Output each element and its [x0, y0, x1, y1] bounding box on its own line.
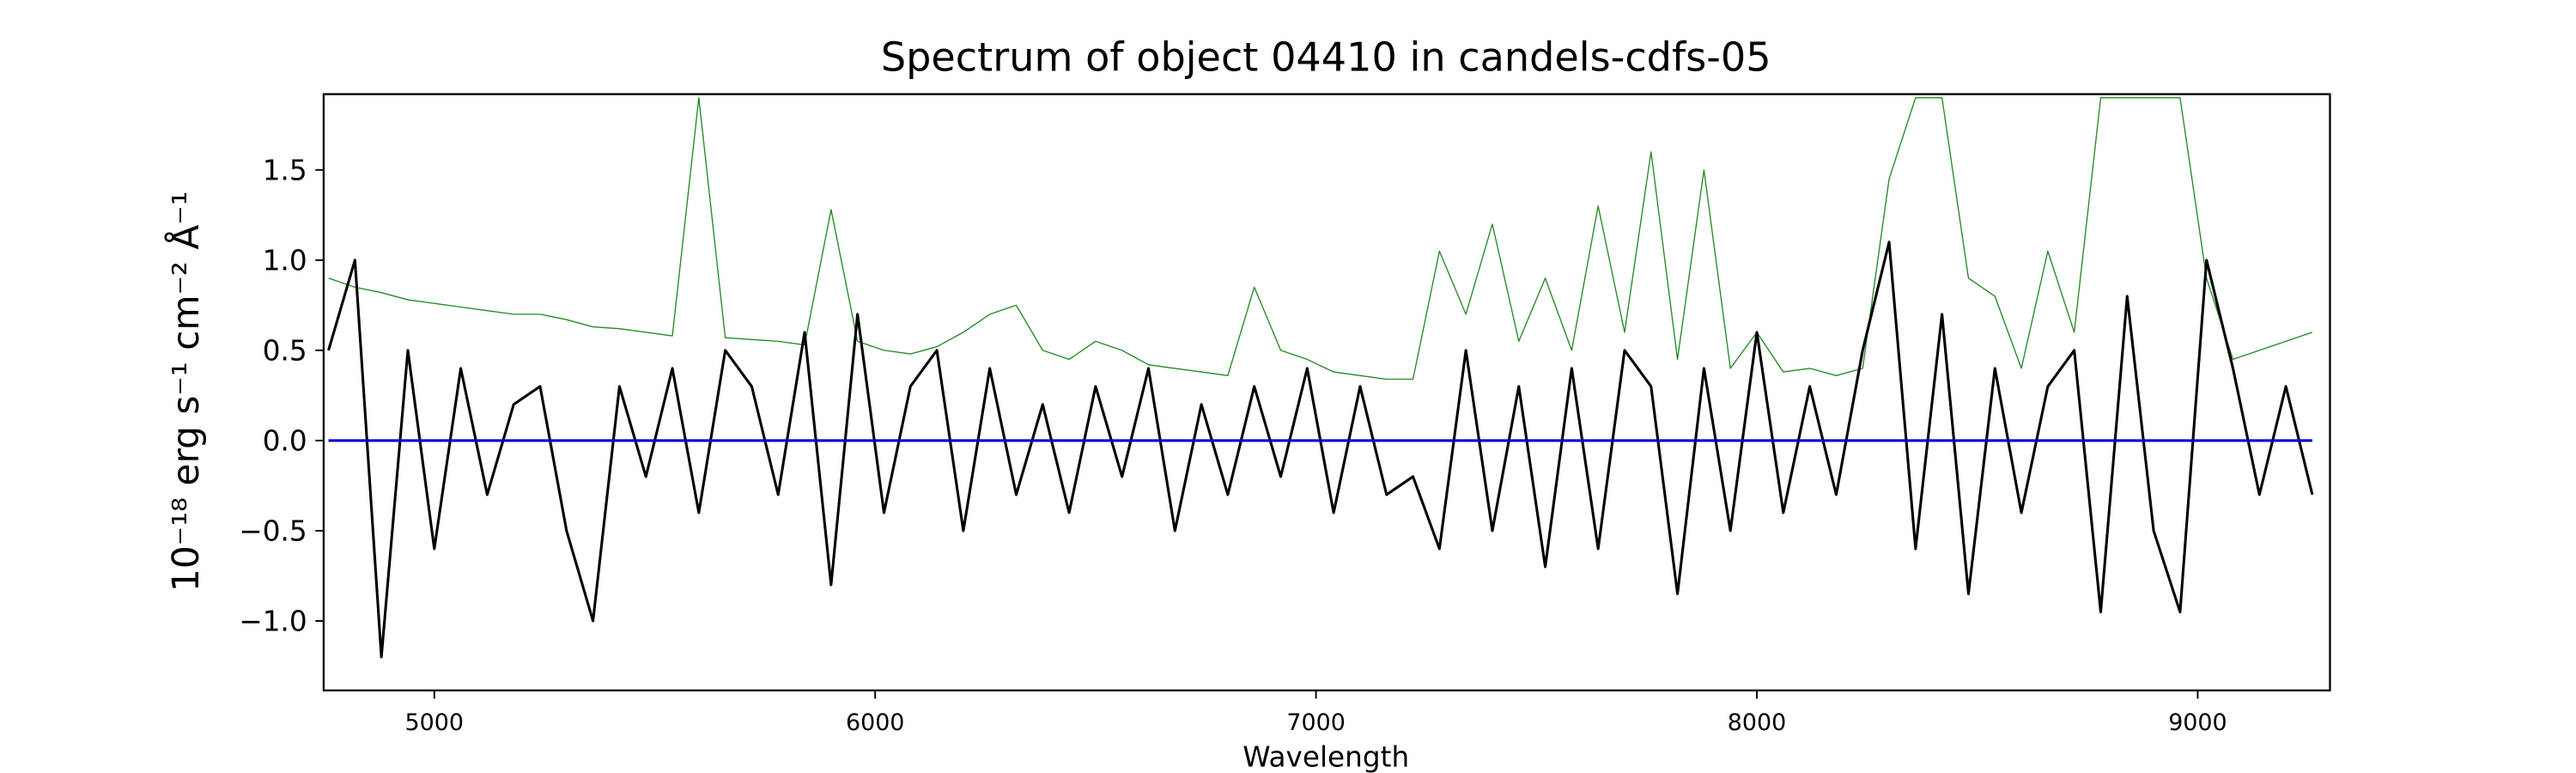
chart-title: Spectrum of object 04410 in candels-cdfs… — [881, 34, 1771, 81]
x-tick-label: 5000 — [405, 709, 464, 736]
y-tick-label: −0.5 — [239, 514, 307, 547]
plot-frame — [322, 93, 2331, 691]
y-axis-label: 10⁻¹⁸ erg s⁻¹ cm⁻² Å⁻¹ — [164, 191, 207, 592]
y-tick-label: 1.0 — [263, 244, 307, 277]
x-tick-label: 6000 — [846, 709, 904, 736]
plot-lines — [327, 97, 2314, 659]
y-tick-label: 1.5 — [263, 154, 307, 186]
x-tick-label: 7000 — [1286, 709, 1345, 736]
x-tick-label: 9000 — [2168, 709, 2227, 736]
x-axis-label: Wavelength — [1242, 740, 1409, 773]
y-tick-label: −1.0 — [239, 606, 307, 638]
data-line — [328, 97, 2313, 380]
x-tick-label: 8000 — [1728, 709, 1786, 736]
y-tick-label: 0.5 — [263, 334, 307, 367]
y-tick-label: 0.0 — [263, 424, 307, 457]
